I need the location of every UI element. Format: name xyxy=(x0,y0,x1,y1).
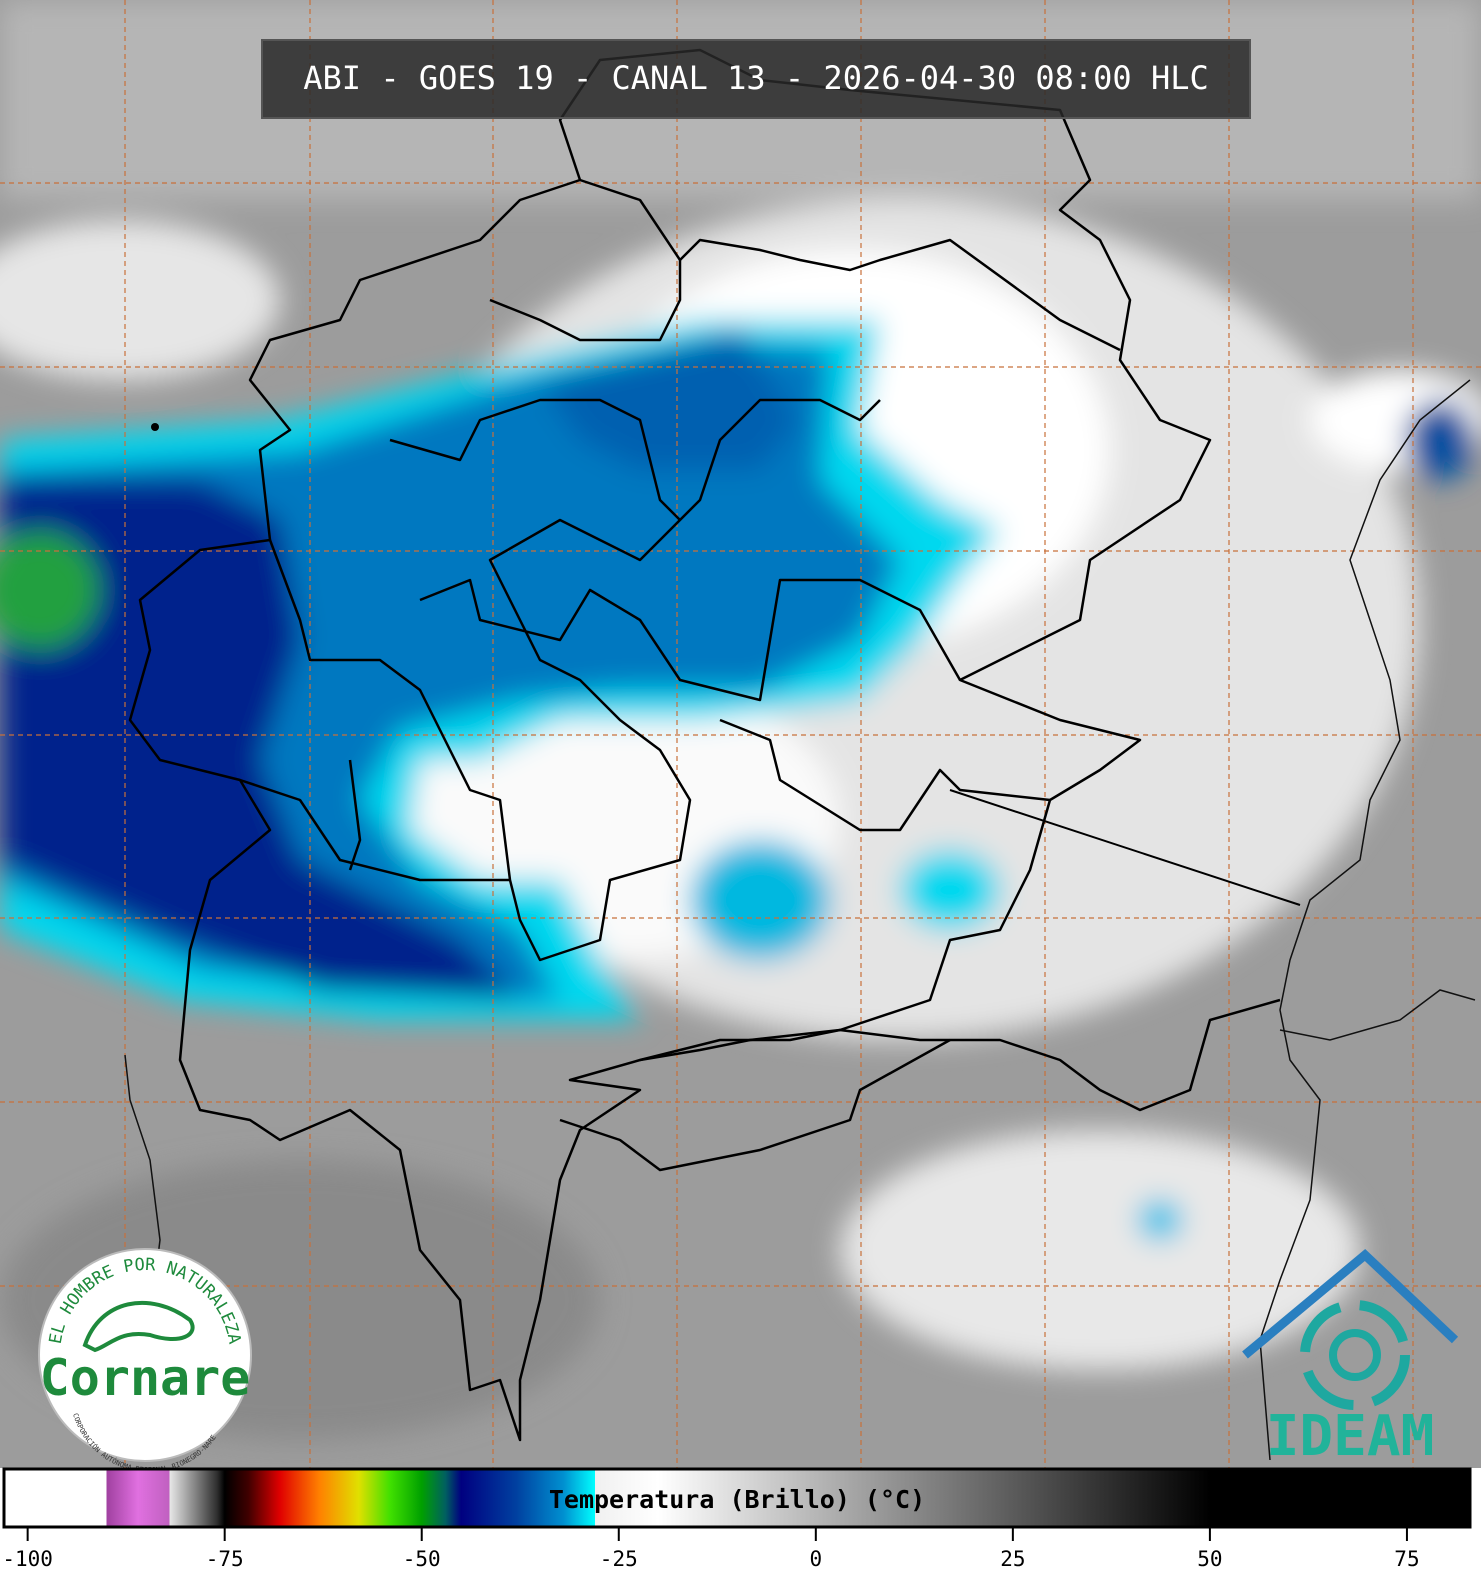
marker-dot xyxy=(151,423,159,431)
tick-label: 75 xyxy=(1394,1547,1419,1571)
ideam-name: IDEAM xyxy=(1266,1404,1435,1469)
tick-label: -75 xyxy=(206,1547,244,1571)
tick-label: -25 xyxy=(600,1547,638,1571)
colorbar-label: Temperatura (Brillo) (°C) xyxy=(549,1485,925,1514)
tick-label: 25 xyxy=(1000,1547,1025,1571)
colorbar-scale xyxy=(2,1467,1472,1529)
colorbar: Temperatura (Brillo) (°C) -100 -75 -50 -25 0… xyxy=(2,1467,1472,1571)
imagery xyxy=(0,0,1481,1468)
tick-label: 50 xyxy=(1197,1547,1222,1571)
lat-lon-grid xyxy=(0,0,1481,1468)
cornare-name: Cornare xyxy=(40,1349,251,1407)
ideam-logo: IDEAM xyxy=(1242,1248,1459,1469)
title: ABI - GOES 19 - CANAL 13 - 2026-04-30 08… xyxy=(303,59,1208,97)
boundaries xyxy=(128,48,1301,1442)
title-box: ABI - GOES 19 - CANAL 13 - 2026-04-30 08… xyxy=(261,39,1251,119)
tick-label: 0 xyxy=(809,1547,822,1571)
tick-label: -50 xyxy=(403,1547,441,1571)
tick-label: -100 xyxy=(2,1547,53,1571)
